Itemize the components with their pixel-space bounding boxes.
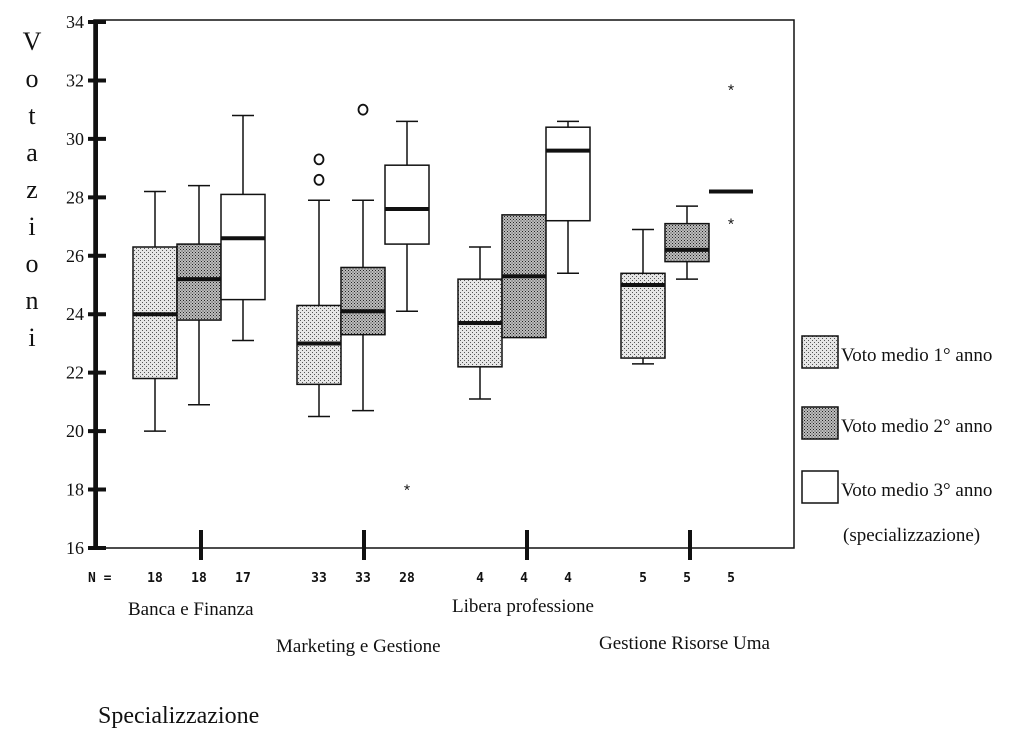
box-g1-s0: [296, 153, 342, 418]
box-iqr: [620, 272, 666, 359]
n-label-g3-s2: 5: [727, 571, 735, 586]
box-g0-s2: [220, 114, 266, 342]
x-axis-group-ticks: [199, 530, 692, 560]
sample-size-labels: N = 18 18 17 33 33 28 4 4 4 5 5 5: [88, 571, 735, 586]
legend-label-year3: Voto medio 3° anno: [841, 480, 992, 501]
y-label-char-5: i: [28, 212, 35, 241]
legend-swatch-year1: [801, 335, 839, 369]
box-iqr: [340, 266, 386, 336]
outlier-circle-0: [313, 173, 325, 186]
y-tick-label-30: 30: [66, 129, 84, 149]
box-g2-s2: [545, 120, 591, 275]
legend-note: (specializzazione): [843, 525, 980, 546]
y-label-char-6: o: [26, 249, 39, 278]
y-tick-label-26: 26: [66, 246, 84, 266]
legend-label-year1: Voto medio 1° anno: [841, 345, 992, 366]
outlier-star-1: *: [728, 217, 734, 234]
y-label-char-8: i: [28, 323, 35, 352]
y-label-char-1: o: [26, 64, 39, 93]
y-tick-label-22: 22: [66, 363, 84, 383]
n-label-g0-s0: 18: [147, 571, 163, 586]
y-tick-label-34: 34: [66, 12, 84, 32]
box-iqr: [384, 164, 430, 245]
box-g0-s0: [132, 190, 178, 432]
group-label-banca: Banca e Finanza: [128, 599, 254, 620]
box-g3-s2: **: [709, 82, 753, 234]
y-label-char-0: V: [23, 27, 42, 56]
group-label-marketing: Marketing e Gestione: [276, 636, 441, 657]
legend: Voto medio 1° anno Voto medio 2° anno Vo…: [801, 335, 992, 546]
legend-swatch-year3: [801, 470, 839, 504]
x-axis-label: Specializzazione: [98, 703, 259, 729]
n-label-g1-s0: 33: [311, 571, 327, 586]
box-series: ***: [132, 82, 753, 500]
box-g1-s1: [340, 103, 386, 412]
box-g3-s1: [664, 205, 710, 280]
group-label-gestione: Gestione Risorse Uma: [599, 633, 771, 654]
outlier-star-0: *: [404, 483, 410, 500]
box-g2-s0: [457, 246, 503, 400]
y-label-char-4: z: [26, 175, 38, 204]
y-tick-label-16: 16: [66, 538, 84, 558]
outlier-circle-1: [313, 153, 325, 166]
box-iqr: [176, 243, 222, 321]
box-g1-s2: *: [384, 120, 430, 500]
n-label-g0-s2: 17: [235, 571, 251, 586]
box-g2-s1: [501, 214, 547, 339]
n-label-g2-s0: 4: [476, 571, 484, 586]
n-label-g1-s2: 28: [399, 571, 415, 586]
box-iqr: [545, 126, 591, 222]
box-iqr: [664, 222, 710, 263]
y-tick-label-24: 24: [66, 304, 84, 324]
y-tick-label-28: 28: [66, 187, 84, 207]
n-label-g1-s1: 33: [355, 571, 371, 586]
y-label-char-7: n: [26, 286, 39, 315]
y-tick-label-20: 20: [66, 421, 84, 441]
group-label-libera: Libera professione: [452, 596, 594, 617]
legend-label-year2: Voto medio 2° anno: [841, 416, 992, 437]
n-label-g3-s1: 5: [683, 571, 691, 586]
y-tick-label-32: 32: [66, 70, 84, 90]
box-iqr: [220, 193, 266, 301]
y-label-char-3: a: [26, 138, 38, 167]
n-label-g0-s1: 18: [191, 571, 207, 586]
n-prefix: N =: [88, 571, 112, 586]
legend-swatch-year2: [801, 406, 839, 440]
y-axis-ticks: 16 18 20 22 24 26 28 30 32 34: [66, 12, 106, 558]
box-g3-s0: [620, 228, 666, 365]
outlier-star-0: *: [728, 82, 734, 99]
n-label-g2-s1: 4: [520, 571, 528, 586]
y-tick-label-18: 18: [66, 480, 84, 500]
box-g0-s1: [176, 184, 222, 406]
outlier-circle-0: [357, 103, 369, 116]
n-label-g3-s0: 5: [639, 571, 647, 586]
n-label-g2-s2: 4: [564, 571, 572, 586]
y-label-char-2: t: [28, 101, 36, 130]
